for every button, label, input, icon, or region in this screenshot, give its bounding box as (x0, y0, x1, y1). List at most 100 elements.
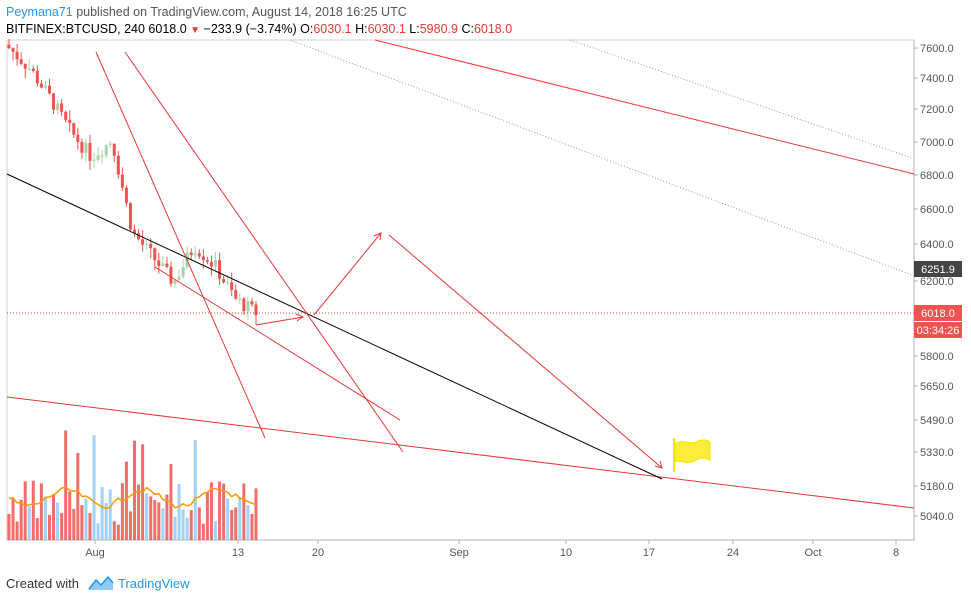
high-label: H: (355, 22, 368, 36)
channel-mid-line[interactable] (154, 266, 401, 421)
candle-body (157, 260, 161, 267)
candle-body (116, 155, 120, 175)
candle-body (234, 290, 238, 299)
tradingview-link[interactable]: TradingView (118, 576, 190, 591)
candle-body (23, 63, 27, 69)
down-triangle-icon: ▼ (190, 25, 201, 36)
high-value: 6030.1 (367, 22, 406, 36)
black-trendline[interactable] (6, 173, 663, 480)
time-tick-label: Oct (804, 547, 821, 559)
volume-bars (7, 430, 258, 540)
candle-body (133, 229, 137, 234)
volume-bar (189, 510, 193, 540)
candle-body (173, 279, 177, 284)
red-trendline-lower[interactable] (6, 396, 915, 509)
candle-body (68, 119, 72, 124)
volume-bar (222, 483, 226, 540)
arrow-1[interactable] (255, 316, 304, 326)
candle-body (80, 142, 84, 153)
price-axis[interactable]: 7600.0 7400.0 7200.0 7000.0 6800.0 6600.0 6400… (914, 43, 954, 523)
dotted-channel-upper[interactable] (569, 39, 913, 159)
candle-body (218, 260, 222, 279)
drawings[interactable] (6, 39, 915, 509)
arrow-3-head (654, 460, 663, 469)
volume-bar (47, 514, 51, 540)
volume-bar (23, 481, 27, 540)
created-with-label: Created with (6, 576, 79, 591)
price-tick-label: 5490.0 (920, 415, 954, 427)
candle-body (209, 261, 213, 267)
volume-bar (80, 505, 84, 540)
flag-icon[interactable] (673, 438, 711, 472)
publish-text: published on TradingView.com, August 14,… (72, 5, 407, 19)
price-tick-label: 7000.0 (920, 137, 954, 149)
candle-body (64, 111, 68, 120)
candle-body (88, 142, 92, 161)
tradingview-logo-icon[interactable] (88, 575, 114, 591)
open-value: 6030.1 (313, 22, 352, 36)
price-chart[interactable]: 7600.0 7400.0 7200.0 7000.0 6800.0 6600.0 6400… (0, 0, 971, 566)
red-trendline-upper[interactable] (374, 39, 915, 175)
candle-body (189, 252, 193, 255)
candle-body (35, 70, 39, 84)
candle-body (112, 143, 116, 156)
volume-bar (35, 518, 39, 540)
time-tick-label: 8 (893, 547, 899, 559)
volume-bar (88, 513, 92, 540)
time-tick-label: Aug (85, 547, 105, 559)
volume-bar (234, 507, 238, 540)
volume-bar (84, 498, 88, 540)
candle-body (238, 298, 242, 300)
candle-body (205, 260, 209, 262)
candle-body (165, 263, 169, 267)
volume-bar (56, 502, 60, 540)
price-tick-label: 6800.0 (920, 170, 954, 182)
volume-bar (11, 498, 15, 540)
price-tick-label: 5800.0 (920, 351, 954, 363)
candle-body (181, 267, 185, 277)
volume-bar (43, 497, 47, 540)
candle-body (84, 142, 88, 153)
candle-body (43, 85, 47, 88)
volume-bar (193, 440, 197, 540)
candle-body (242, 298, 246, 312)
author-link[interactable]: Peymana71 (6, 5, 73, 19)
candle-body (197, 253, 201, 257)
volume-bar (39, 483, 43, 540)
price-tick-label: 6200.0 (920, 276, 954, 288)
candle-body (230, 282, 234, 291)
volume-bar (124, 461, 128, 540)
volume-bar (149, 496, 153, 540)
arrow-2-head (373, 232, 382, 241)
price-tick-label: 6400.0 (920, 239, 954, 251)
volume-bar (246, 505, 250, 540)
symbol-name[interactable]: BITFINEX:BTCUSD, 240 (6, 22, 145, 36)
volume-bar (92, 435, 96, 540)
time-tick-label: Sep (449, 547, 469, 559)
price-tick-label: 6600.0 (920, 204, 954, 216)
time-tick-label: 24 (727, 547, 739, 559)
candle-body (76, 134, 80, 143)
channel-left-line[interactable] (95, 51, 266, 439)
price-tick-label: 5180.0 (920, 481, 954, 493)
candle-body (7, 44, 11, 49)
candle-body (137, 233, 141, 240)
arrow-2[interactable] (313, 232, 382, 316)
candle-body (149, 243, 153, 249)
volume-bar (157, 502, 161, 540)
time-axis[interactable]: Aug 13 20 Sep 10 17 24 Oct 8 (85, 540, 899, 559)
volume-bar (133, 440, 137, 540)
volume-bar (120, 483, 124, 540)
arrow-3[interactable] (388, 234, 663, 469)
projection-arrows[interactable] (255, 232, 663, 469)
channel-right-line[interactable] (124, 51, 404, 453)
volume-bar (161, 508, 165, 540)
plot-area[interactable] (6, 39, 915, 541)
close-label: C: (461, 22, 474, 36)
price-tick-label: 5040.0 (920, 511, 954, 523)
volume-bar (27, 506, 31, 540)
volume-bar (100, 487, 104, 540)
volume-bar (185, 517, 189, 540)
price-tag-current-label: 6018.0 (921, 308, 955, 320)
candle-body (124, 187, 128, 203)
